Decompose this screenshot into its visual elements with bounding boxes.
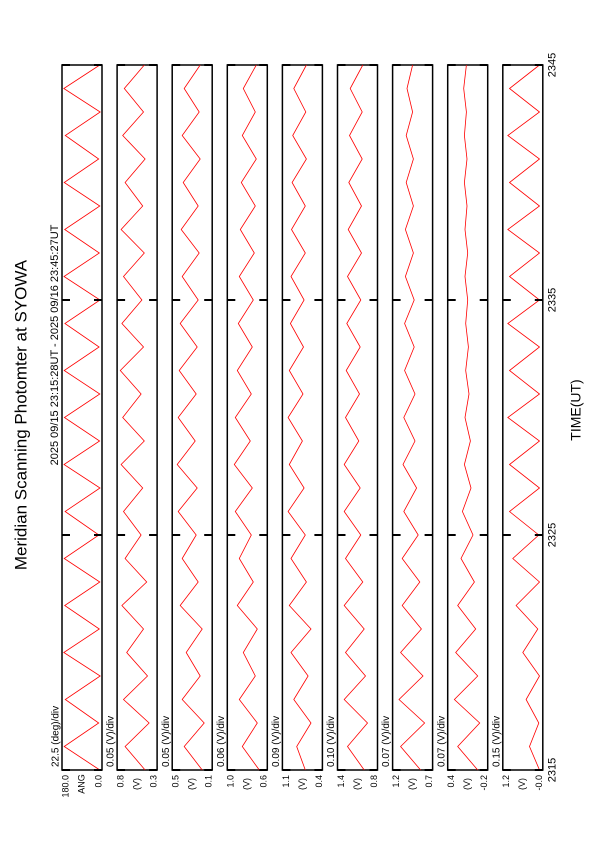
y-tick-label: 1.2 xyxy=(501,775,511,788)
y-tick-label: 1.4 xyxy=(336,775,346,788)
y-tick-label: 0.3 xyxy=(148,775,158,788)
x-tick-label: 2345 xyxy=(547,53,559,77)
y-tick-label: 0.8 xyxy=(369,775,379,788)
panel-scale: 0.09 (V)/div xyxy=(271,716,282,767)
y-tick-label: 0.7 xyxy=(424,775,434,788)
y-tick-label: 1.0 xyxy=(226,775,236,788)
y-tick-label: 0.6 xyxy=(259,775,269,788)
panel-scale: 0.05 (V)/div xyxy=(106,716,117,767)
y-tick-label: 0.4 xyxy=(314,775,324,788)
panel-frame xyxy=(226,64,269,771)
rotated-plot: Meridian Scanning Photomter at SYOWA 202… xyxy=(11,53,583,798)
trace xyxy=(343,64,369,771)
panel-scale: 0.15 (V)/div xyxy=(491,716,502,767)
panel-unit: (V) xyxy=(462,778,472,790)
panel-unit: (V) xyxy=(352,778,362,790)
panel-unit: (V) xyxy=(517,778,527,790)
panel-scale: 0.05 (V)/div xyxy=(161,716,172,767)
panel-unit: ANG xyxy=(76,774,86,794)
y-tick-label: 0.8 xyxy=(115,775,125,788)
panel-frame xyxy=(502,64,544,771)
trace xyxy=(176,64,205,771)
y-tick-label: -0.0 xyxy=(534,775,544,791)
trace xyxy=(119,64,150,771)
panel-unit: (V) xyxy=(297,778,307,790)
trace xyxy=(233,64,260,771)
x-tick-label: 2335 xyxy=(547,288,559,312)
y-tick-label: 1.1 xyxy=(281,775,291,788)
panel-frame xyxy=(446,64,489,771)
panel-frame xyxy=(391,64,434,771)
panel-frame xyxy=(336,64,379,771)
panel-unit: (V) xyxy=(407,778,417,790)
y-tick-label: 0.1 xyxy=(204,775,214,788)
panel-unit: (V) xyxy=(242,778,252,790)
trace xyxy=(453,64,481,771)
panel-scale: 22.5 (deg)/div xyxy=(51,706,62,767)
chart-subtitle: 2025 09/15 23:15:28UT - 2025 09/16 23:45… xyxy=(49,224,61,465)
panel-scale: 0.06 (V)/div xyxy=(216,716,227,767)
panel-unit: (V) xyxy=(187,778,197,790)
y-tick-label: 0.0 xyxy=(93,775,103,788)
trace xyxy=(287,64,312,771)
panel-frame xyxy=(116,64,158,771)
x-tick-label: 2325 xyxy=(547,523,559,547)
panel-frame xyxy=(281,64,324,771)
y-tick-label: 180.0 xyxy=(60,775,70,798)
panel-scale: 0.07 (V)/div xyxy=(381,716,392,767)
panel-frame xyxy=(171,64,213,771)
y-tick-label: -0.2 xyxy=(479,775,489,791)
y-tick-label: 1.2 xyxy=(391,775,401,788)
panel-unit: (V) xyxy=(131,778,141,790)
trace xyxy=(398,64,426,771)
y-tick-label: 0.4 xyxy=(446,775,456,788)
x-axis-label: TIME(UT) xyxy=(568,379,584,440)
chart-title: Meridian Scanning Photomter at SYOWA xyxy=(11,259,30,570)
y-tick-label: 0.5 xyxy=(171,775,181,788)
panel-frame xyxy=(61,64,103,771)
panel-scale: 0.10 (V)/div xyxy=(326,716,337,767)
x-tick-label: 2315 xyxy=(547,758,559,782)
trace xyxy=(63,64,101,771)
panel-scale: 0.07 (V)/div xyxy=(436,716,447,767)
trace xyxy=(507,64,541,771)
